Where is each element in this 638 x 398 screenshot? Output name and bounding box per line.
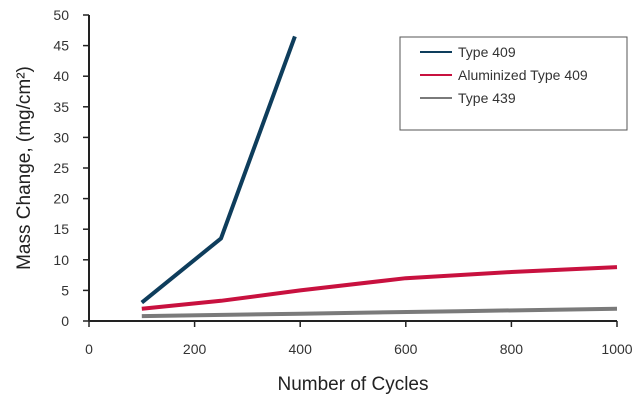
y-tick-label: 35 xyxy=(53,99,69,115)
y-tick-label: 20 xyxy=(53,191,69,207)
series-line-3 xyxy=(141,306,618,319)
y-tick-label: 25 xyxy=(53,160,69,176)
y-tick-label: 45 xyxy=(53,38,69,54)
x-tick-label: 600 xyxy=(394,341,418,357)
x-axis-ticks: 0 200 400 600 800 1000 xyxy=(85,321,633,357)
series-line-2 xyxy=(141,265,618,311)
legend-box xyxy=(399,36,628,131)
y-tick-label: 10 xyxy=(53,252,69,268)
y-tick-label: 40 xyxy=(53,68,69,84)
x-axis-title: Number of Cycles xyxy=(278,374,429,395)
y-tick-label: 30 xyxy=(53,129,69,145)
series-lines xyxy=(140,35,618,319)
y-axis-ticks: 0 5 10 15 20 25 30 35 40 45 50 xyxy=(53,7,89,329)
legend-label-2: Aluminized Type 409 xyxy=(458,67,588,83)
legend-label-3: Type 439 xyxy=(458,90,516,106)
x-tick-label: 0 xyxy=(85,341,93,357)
y-tick-label: 15 xyxy=(53,221,69,237)
legend-label-1: Type 409 xyxy=(458,44,516,60)
x-tick-label: 400 xyxy=(289,341,313,357)
x-tick-label: 1000 xyxy=(601,341,632,357)
x-tick-label: 200 xyxy=(183,341,207,357)
y-tick-label: 0 xyxy=(61,313,69,329)
y-tick-label: 5 xyxy=(61,282,69,298)
x-tick-label: 800 xyxy=(500,341,524,357)
y-tick-label: 50 xyxy=(53,7,69,23)
legend: Type 409 Aluminized Type 409 Type 439 xyxy=(399,36,628,131)
series-line-1 xyxy=(140,35,297,305)
y-axis-title: Mass Change, (mg/cm²) xyxy=(14,66,35,270)
